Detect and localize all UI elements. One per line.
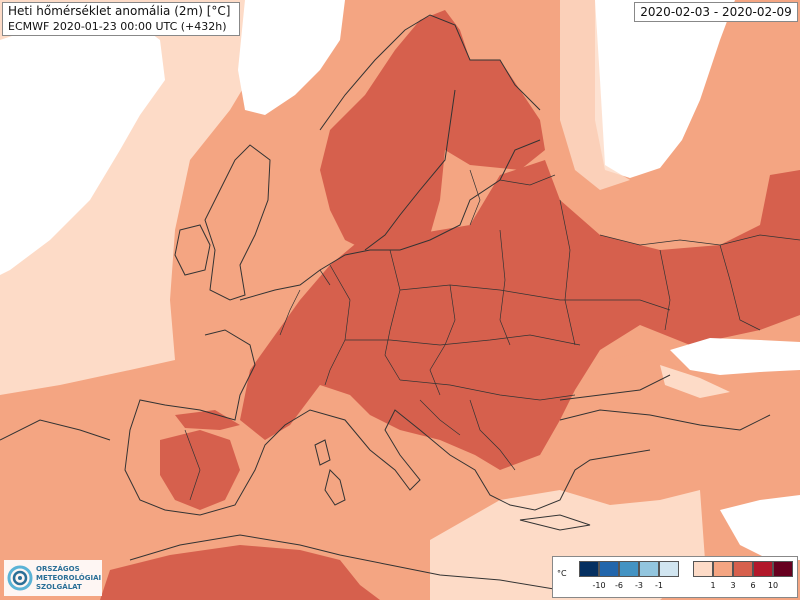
legend-tick-cold-0: -10 <box>592 581 606 590</box>
model-run-info: ECMWF 2020-01-23 00:00 UTC (+432h) <box>8 20 227 33</box>
strong-warm-scandinavia <box>320 10 545 250</box>
logo-line-1: ORSZÁGOS <box>36 565 80 573</box>
legend-tick-cold-2: -3 <box>635 581 643 590</box>
light-warm-barents-edge <box>560 0 630 190</box>
map-title-box: Heti hőmérséklet anomália (2m) [°C] ECMW… <box>2 2 240 36</box>
near-zero-norwegian-sea <box>238 0 345 115</box>
legend-swatch-cold-1 <box>599 561 619 577</box>
near-zero-caspian <box>670 338 800 375</box>
legend-unit: °C <box>557 569 567 578</box>
near-zero-north-atlantic <box>0 10 165 275</box>
legend-tick-cold-1: -6 <box>615 581 623 590</box>
legend-tick-warm-2: 6 <box>750 581 756 590</box>
legend-tick-cold-3: -1 <box>655 581 663 590</box>
logo-line-3: SZOLGÁLAT <box>36 583 82 591</box>
strong-warm-iberia-east <box>175 410 240 430</box>
legend-swatch-warm-2 <box>733 561 753 577</box>
omsz-logo-icon <box>7 565 33 591</box>
near-zero-barents <box>595 0 735 178</box>
strong-warm-central-europe <box>240 160 800 470</box>
legend-tick-warm-1: 3 <box>730 581 736 590</box>
legend-swatch-cold-3 <box>639 561 659 577</box>
color-legend: °C -10 -6 -3 -1 1 3 6 10 <box>552 556 798 598</box>
legend-swatch-cold-4 <box>659 561 679 577</box>
legend-swatch-warm-0 <box>693 561 713 577</box>
logo-line-2: METEOROLÓGIAI <box>36 574 102 582</box>
map-title: Heti hőmérséklet anomália (2m) [°C] <box>8 4 231 18</box>
near-zero-levant <box>720 495 800 560</box>
legend-swatch-warm-1 <box>713 561 733 577</box>
legend-swatch-cold-0 <box>579 561 599 577</box>
light-warm-turkey <box>660 365 730 398</box>
legend-swatch-warm-3 <box>753 561 773 577</box>
legend-swatch-cold-2 <box>619 561 639 577</box>
legend-swatch-warm-4 <box>773 561 793 577</box>
omsz-logo: ORSZÁGOS METEOROLÓGIAI SZOLGÁLAT <box>4 560 102 596</box>
legend-tick-warm-3: 10 <box>767 581 779 590</box>
date-range-box: 2020-02-03 - 2020-02-09 <box>634 2 798 22</box>
legend-tick-warm-0: 1 <box>710 581 716 590</box>
country-borders <box>184 169 800 501</box>
strong-warm-north-africa <box>100 545 380 600</box>
warm-black-sea-region <box>575 350 800 480</box>
